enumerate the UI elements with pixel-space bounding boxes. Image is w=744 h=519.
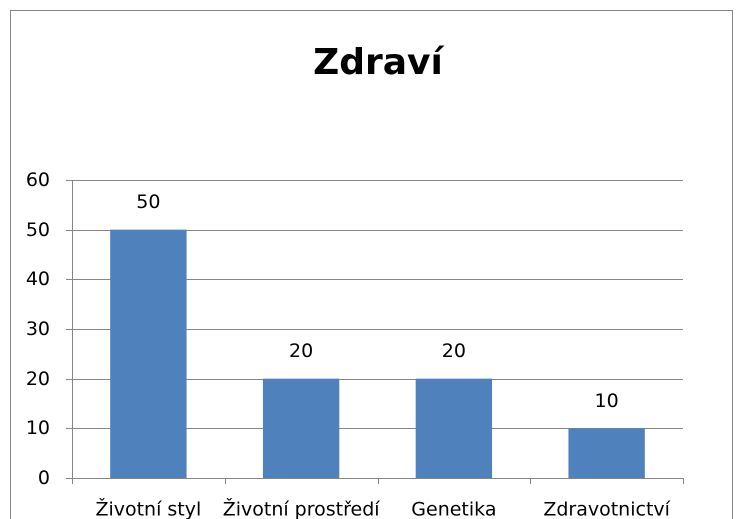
x-tick-label: Životní prostředí: [223, 498, 381, 519]
data-label: 20: [442, 340, 466, 362]
y-tick-label: 10: [26, 417, 50, 439]
y-tick-label: 50: [26, 219, 50, 241]
bar: [415, 378, 493, 478]
bar: [568, 428, 645, 478]
y-tick-label: 30: [26, 318, 50, 340]
x-tick-label: Zdravotnictví: [543, 499, 670, 519]
chart-title: Zdraví: [313, 42, 444, 83]
y-tick-label: 40: [26, 268, 50, 290]
y-tick-label: 60: [26, 169, 50, 191]
data-label: 10: [595, 390, 619, 412]
y-tick-label: 20: [26, 368, 50, 390]
x-tick-label: Genetika: [411, 499, 496, 519]
data-label: 20: [289, 340, 313, 362]
y-tick-label: 0: [38, 467, 50, 489]
bar: [110, 229, 187, 478]
bar: [262, 378, 340, 478]
data-label: 50: [136, 191, 160, 213]
x-tick-label: Životní styl: [95, 498, 201, 519]
